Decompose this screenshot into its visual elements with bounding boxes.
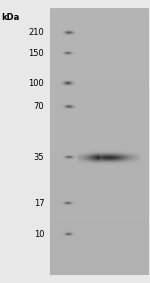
Text: 150: 150 bbox=[28, 49, 44, 58]
Text: kDa: kDa bbox=[2, 13, 20, 22]
Text: 70: 70 bbox=[34, 102, 44, 112]
Text: 10: 10 bbox=[34, 230, 44, 239]
Text: 100: 100 bbox=[28, 79, 44, 88]
Text: 210: 210 bbox=[28, 28, 44, 37]
Text: 17: 17 bbox=[34, 199, 44, 208]
Text: 35: 35 bbox=[34, 153, 44, 162]
